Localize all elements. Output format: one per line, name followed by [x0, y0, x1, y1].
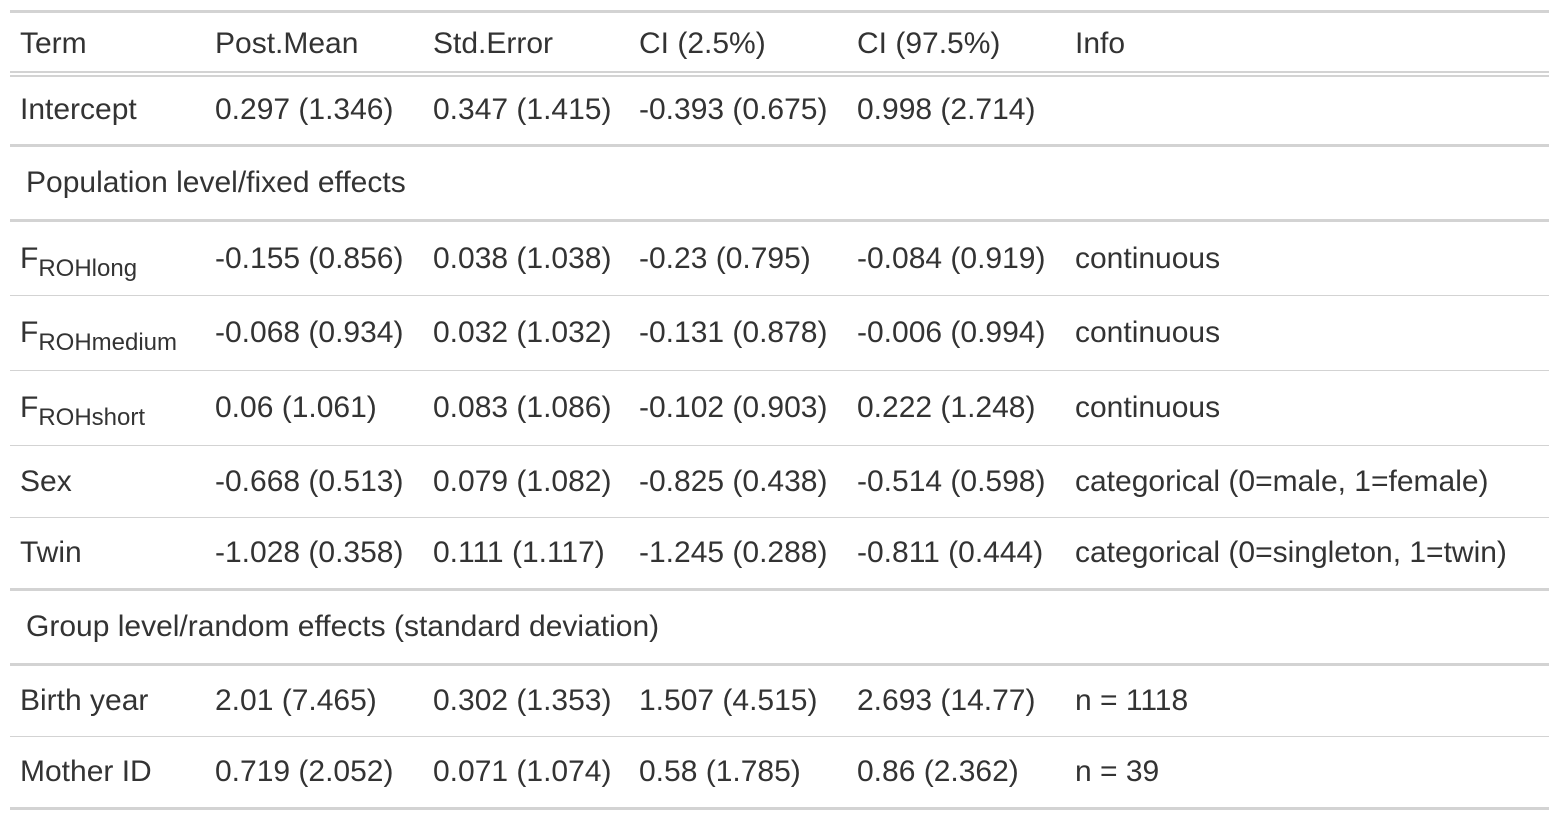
cell-info: n = 39	[1075, 755, 1160, 788]
cell-term: Twin	[20, 536, 82, 569]
group-label-fixed-effects: Population level/fixed effects	[26, 166, 406, 199]
term-subscript: ROHshort	[38, 404, 146, 431]
cell-info: continuous	[1075, 391, 1221, 424]
cell-ci-low: 1.507 (4.515)	[639, 684, 818, 717]
cell-post-mean: -0.155 (0.856)	[215, 241, 404, 275]
cell-term: Sex	[20, 464, 72, 498]
table-row: Mother ID 0.719 (2.052) 0.071 (1.074) 0.…	[10, 736, 1549, 809]
results-table: Term Post.Mean Std.Error CI (2.5%) CI (9…	[10, 10, 1549, 810]
column-header-post-mean: Post.Mean	[205, 11, 423, 77]
cell-info: continuous	[1075, 316, 1221, 349]
column-header-term: Term	[10, 11, 205, 77]
cell-info: n = 1118	[1075, 684, 1189, 717]
cell-ci-high: 2.693 (14.77)	[857, 684, 1036, 717]
group-row-fixed-effects: Population level/fixed effects	[10, 145, 1549, 221]
cell-info: continuous	[1075, 241, 1221, 275]
table-row: FROHlong -0.155 (0.856) 0.038 (1.038) -0…	[10, 221, 1549, 296]
term-main: F	[20, 241, 39, 275]
cell-post-mean: 2.01 (7.465)	[215, 684, 377, 717]
cell-std-error: 0.302 (1.353)	[433, 684, 612, 717]
cell-post-mean: 0.06 (1.061)	[215, 391, 377, 424]
results-table-container: Term Post.Mean Std.Error CI (2.5%) CI (9…	[10, 10, 1549, 810]
cell-post-mean: -0.668 (0.513)	[215, 464, 404, 498]
table-row: FROHshort 0.06 (1.061) 0.083 (1.086) -0.…	[10, 370, 1549, 446]
cell-post-mean: -1.028 (0.358)	[215, 536, 404, 569]
cell-post-mean: 0.719 (2.052)	[215, 755, 394, 788]
header-row: Term Post.Mean Std.Error CI (2.5%) CI (9…	[10, 11, 1549, 77]
cell-ci-low: -1.245 (0.288)	[639, 536, 828, 569]
cell-info: categorical (0=singleton, 1=twin)	[1075, 536, 1507, 569]
cell-ci-high: 0.222 (1.248)	[857, 391, 1036, 424]
cell-std-error: 0.038 (1.038)	[433, 241, 612, 275]
column-header-info: Info	[1065, 11, 1549, 77]
cell-ci-high: -0.811 (0.444)	[857, 536, 1044, 569]
cell-post-mean: -0.068 (0.934)	[215, 316, 404, 349]
cell-info	[1065, 74, 1549, 146]
cell-std-error: 0.079 (1.082)	[433, 464, 612, 498]
cell-ci-low: -0.393 (0.675)	[639, 93, 828, 127]
cell-ci-high: -0.514 (0.598)	[857, 464, 1046, 498]
cell-term: FROHlong	[10, 221, 205, 296]
cell-ci-low: -0.825 (0.438)	[639, 464, 828, 498]
cell-post-mean: 0.297 (1.346)	[215, 93, 394, 127]
cell-ci-low: -0.102 (0.903)	[639, 391, 828, 424]
table-row: FROHmedium -0.068 (0.934) 0.032 (1.032) …	[10, 295, 1549, 371]
cell-std-error: 0.071 (1.074)	[433, 755, 612, 788]
column-header-ci-high: CI (97.5%)	[847, 11, 1065, 77]
cell-ci-low: -0.131 (0.878)	[639, 316, 828, 349]
term-subscript: ROHmedium	[38, 329, 178, 356]
cell-term: Birth year	[20, 684, 149, 717]
cell-ci-high: 0.998 (2.714)	[857, 93, 1036, 127]
group-label-random-effects: Group level/random effects (standard dev…	[26, 610, 660, 643]
cell-ci-high: -0.084 (0.919)	[857, 241, 1046, 275]
cell-term: FROHmedium	[10, 296, 205, 371]
term-subscript: ROHlong	[38, 254, 138, 282]
cell-std-error: 0.083 (1.086)	[433, 391, 612, 424]
cell-term: Mother ID	[20, 755, 152, 788]
cell-term: FROHshort	[10, 371, 205, 446]
term-main: F	[20, 391, 39, 424]
cell-ci-high: 0.86 (2.362)	[857, 755, 1019, 788]
cell-ci-low: -0.23 (0.795)	[639, 241, 811, 275]
column-header-ci-low: CI (2.5%)	[629, 11, 847, 77]
cell-ci-low: 0.58 (1.785)	[639, 755, 801, 788]
table-row: Birth year 2.01 (7.465) 0.302 (1.353) 1.…	[10, 665, 1549, 737]
term-main: F	[20, 316, 39, 349]
cell-std-error: 0.347 (1.415)	[433, 93, 612, 127]
cell-info: categorical (0=male, 1=female)	[1075, 464, 1489, 498]
cell-ci-high: -0.006 (0.994)	[857, 316, 1046, 349]
table-row-intercept: Intercept 0.297 (1.346) 0.347 (1.415) -0…	[10, 74, 1549, 146]
cell-std-error: 0.111 (1.117)	[433, 536, 605, 569]
cell-term: Intercept	[20, 93, 137, 127]
table-row: Sex -0.668 (0.513) 0.079 (1.082) -0.825 …	[10, 445, 1549, 518]
group-row-random-effects: Group level/random effects (standard dev…	[10, 589, 1549, 665]
table-row: Twin -1.028 (0.358) 0.111 (1.117) -1.245…	[10, 517, 1549, 590]
cell-std-error: 0.032 (1.032)	[433, 316, 612, 349]
column-header-std-error: Std.Error	[423, 11, 629, 77]
